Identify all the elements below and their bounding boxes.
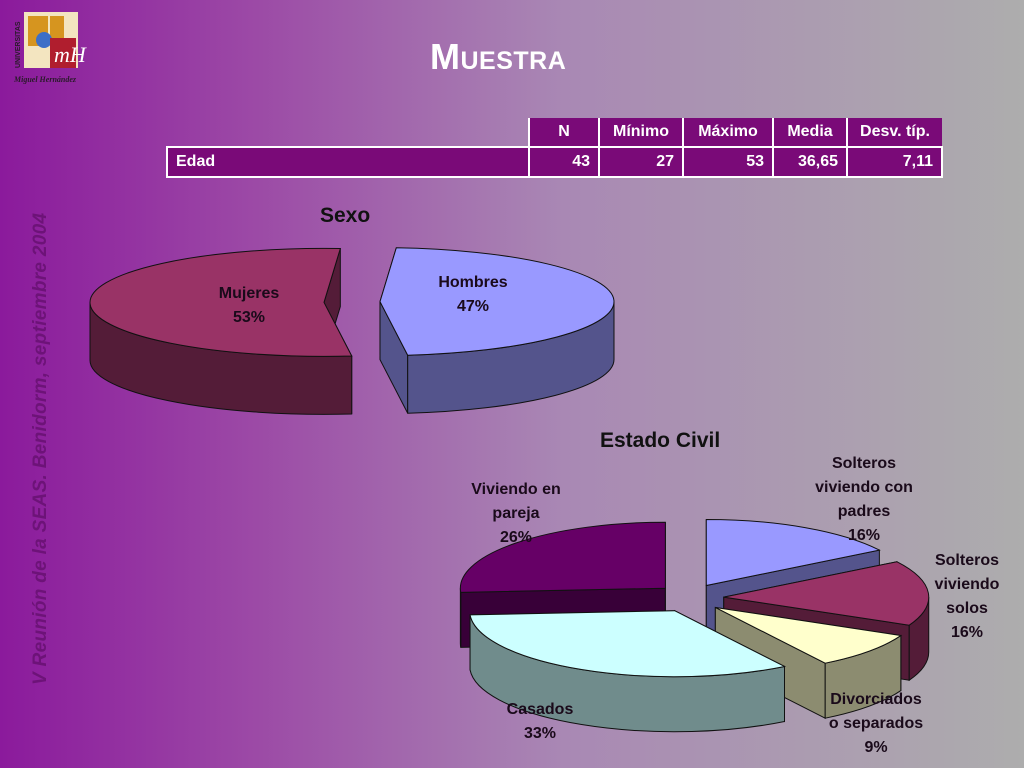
data-label-mujeres: Mujeres 53%	[219, 285, 280, 326]
data-label-casados: Casados 33%	[507, 701, 574, 742]
pie-slice-hombres	[379, 247, 615, 414]
svg-text:UNIVERSITAS: UNIVERSITAS	[15, 21, 22, 68]
table-cell: 27	[598, 146, 683, 178]
pie-slice-top	[89, 247, 353, 357]
pie-slice-divorciados-o-separados	[714, 606, 903, 719]
column-header: Máximo	[682, 118, 773, 147]
university-logo: mH UNIVERSITAS Miguel Hernández	[13, 12, 87, 84]
column-header: N	[528, 118, 599, 147]
pie-slice-casados	[469, 609, 787, 733]
pie-slice-top	[715, 606, 903, 664]
data-label-hombres: Hombres 47%	[438, 274, 507, 315]
column-header: Mínimo	[598, 118, 683, 147]
svg-text:Miguel Hernández: Miguel Hernández	[13, 75, 77, 84]
table-cell: 43	[528, 146, 599, 178]
row-label: Edad	[166, 146, 529, 178]
pie-slice-top	[379, 247, 615, 356]
data-label-solteros-viviendo-con-padres: Solteros viviendo con padres 16%	[815, 455, 913, 544]
pie-slice-top	[459, 521, 666, 593]
table-cell: 53	[682, 146, 773, 178]
table-header-row: N Mínimo Máximo Media Desv. típ.	[167, 118, 942, 147]
svg-text:mH: mH	[54, 42, 87, 67]
pie-chart-sexo: Hombres 47% Mujeres 53%	[89, 247, 615, 415]
column-header: Desv. típ.	[846, 118, 942, 147]
pie-slice-top	[705, 518, 881, 587]
data-label-viviendo-en-pareja: Viviendo en pareja 26%	[471, 481, 561, 546]
pie-slice-top	[723, 561, 930, 626]
stats-table: N Mínimo Máximo Media Desv. típ. Edad 43…	[166, 118, 943, 178]
chart-title-estado-civil: Estado Civil	[600, 429, 720, 452]
chart-title-sexo: Sexo	[320, 204, 370, 227]
pie-slice-top	[469, 610, 787, 678]
column-header: Media	[772, 118, 847, 147]
page-title: Muestra	[430, 36, 567, 77]
pie-slice-mujeres	[89, 247, 353, 415]
data-label-solteros-viviendo-solos: Solteros viviendo solos 16%	[935, 552, 1000, 641]
table-cell: 7,11	[846, 146, 943, 178]
pie-chart-estado-civil: Solteros viviendo con padres 16% Solteros viv…	[459, 455, 1000, 756]
table-cell: 36,65	[772, 146, 847, 178]
table-row: Edad 43 27 53 36,65 7,11	[166, 146, 943, 178]
data-label-divorciados-o-separados: Divorciados o separados 9%	[829, 691, 923, 756]
